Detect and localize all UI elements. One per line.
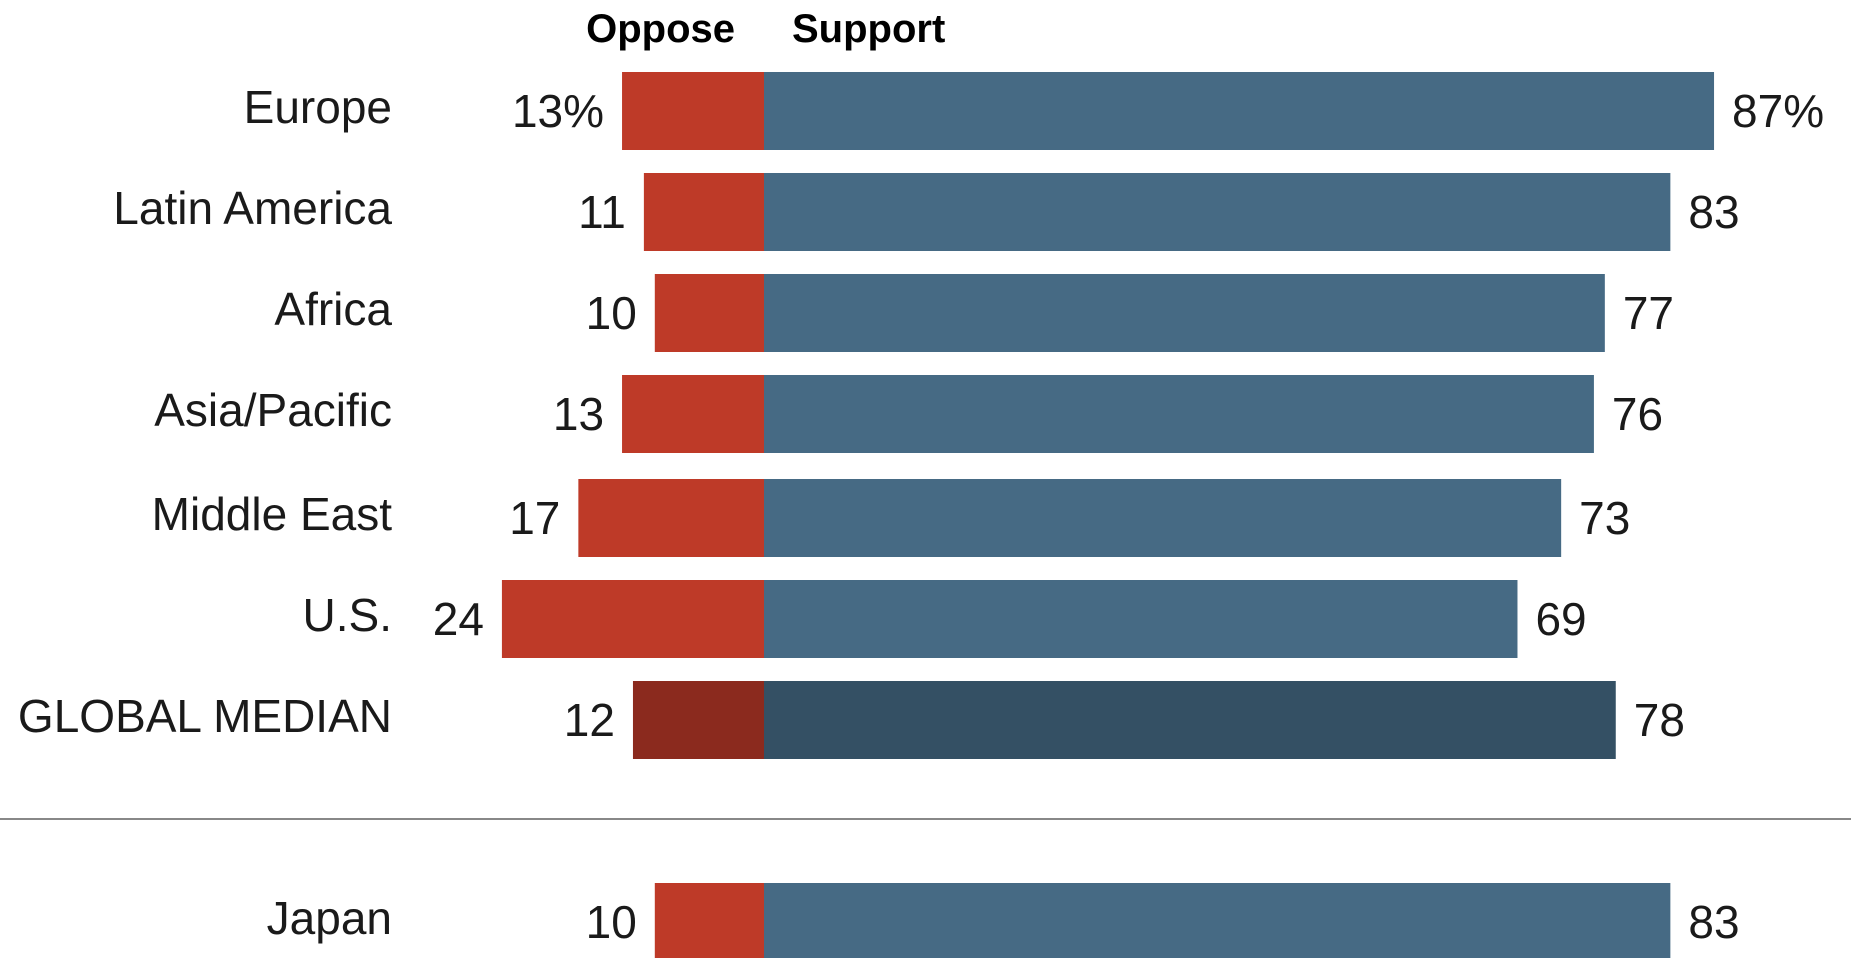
row-label-global-median: GLOBAL MEDIAN: [18, 690, 392, 742]
bar-rows: Europe 13% 87% Latin America 11 83 Africa 10 77 A…: [18, 72, 1824, 958]
support-value-latin-america: 83: [1688, 186, 1739, 238]
oppose-value-asia-pacific: 13: [553, 388, 604, 440]
support-value-japan: 83: [1688, 896, 1739, 948]
support-bar-middle-east: [764, 479, 1562, 557]
oppose-bar-europe: [622, 72, 764, 150]
row-label-japan: Japan: [267, 892, 392, 944]
row-label-latin-america: Latin America: [113, 182, 392, 234]
oppose-value-africa: 10: [586, 287, 637, 339]
oppose-value-middle-east: 17: [509, 492, 560, 544]
row-label-middle-east: Middle East: [152, 488, 393, 540]
support-bar-latin-america: [764, 173, 1671, 251]
support-bar-asia-pacific: [764, 375, 1594, 453]
row-label-europe: Europe: [244, 81, 392, 133]
legend-support: Support: [792, 7, 945, 51]
support-value-europe: 87%: [1732, 85, 1824, 137]
legend-oppose: Oppose: [586, 7, 735, 51]
oppose-value-europe: 13%: [512, 85, 604, 137]
row-label-africa: Africa: [274, 283, 392, 335]
support-value-asia-pacific: 76: [1612, 388, 1663, 440]
support-bar-u-s: [764, 580, 1518, 658]
oppose-bar-asia-pacific: [622, 375, 764, 453]
support-bar-europe: [764, 72, 1715, 150]
row-label-asia-pacific: Asia/Pacific: [154, 384, 392, 436]
oppose-bar-middle-east: [578, 479, 764, 557]
support-bar-global-median: [764, 681, 1616, 759]
support-value-africa: 77: [1623, 287, 1674, 339]
support-value-middle-east: 73: [1579, 492, 1630, 544]
row-label-u-s: U.S.: [303, 589, 392, 641]
oppose-value-japan: 10: [586, 896, 637, 948]
oppose-bar-u-s: [501, 580, 764, 658]
support-value-global-median: 78: [1634, 694, 1685, 746]
oppose-value-u-s: 24: [433, 593, 484, 645]
oppose-bar-latin-america: [643, 173, 764, 251]
oppose-bar-japan: [654, 883, 764, 958]
support-bar-japan: [764, 883, 1671, 958]
oppose-bar-africa: [654, 274, 764, 352]
oppose-value-global-median: 12: [564, 694, 615, 746]
oppose-bar-global-median: [632, 681, 764, 759]
support-bar-africa: [764, 274, 1605, 352]
support-value-u-s: 69: [1535, 593, 1586, 645]
oppose-value-latin-america: 11: [578, 186, 626, 238]
